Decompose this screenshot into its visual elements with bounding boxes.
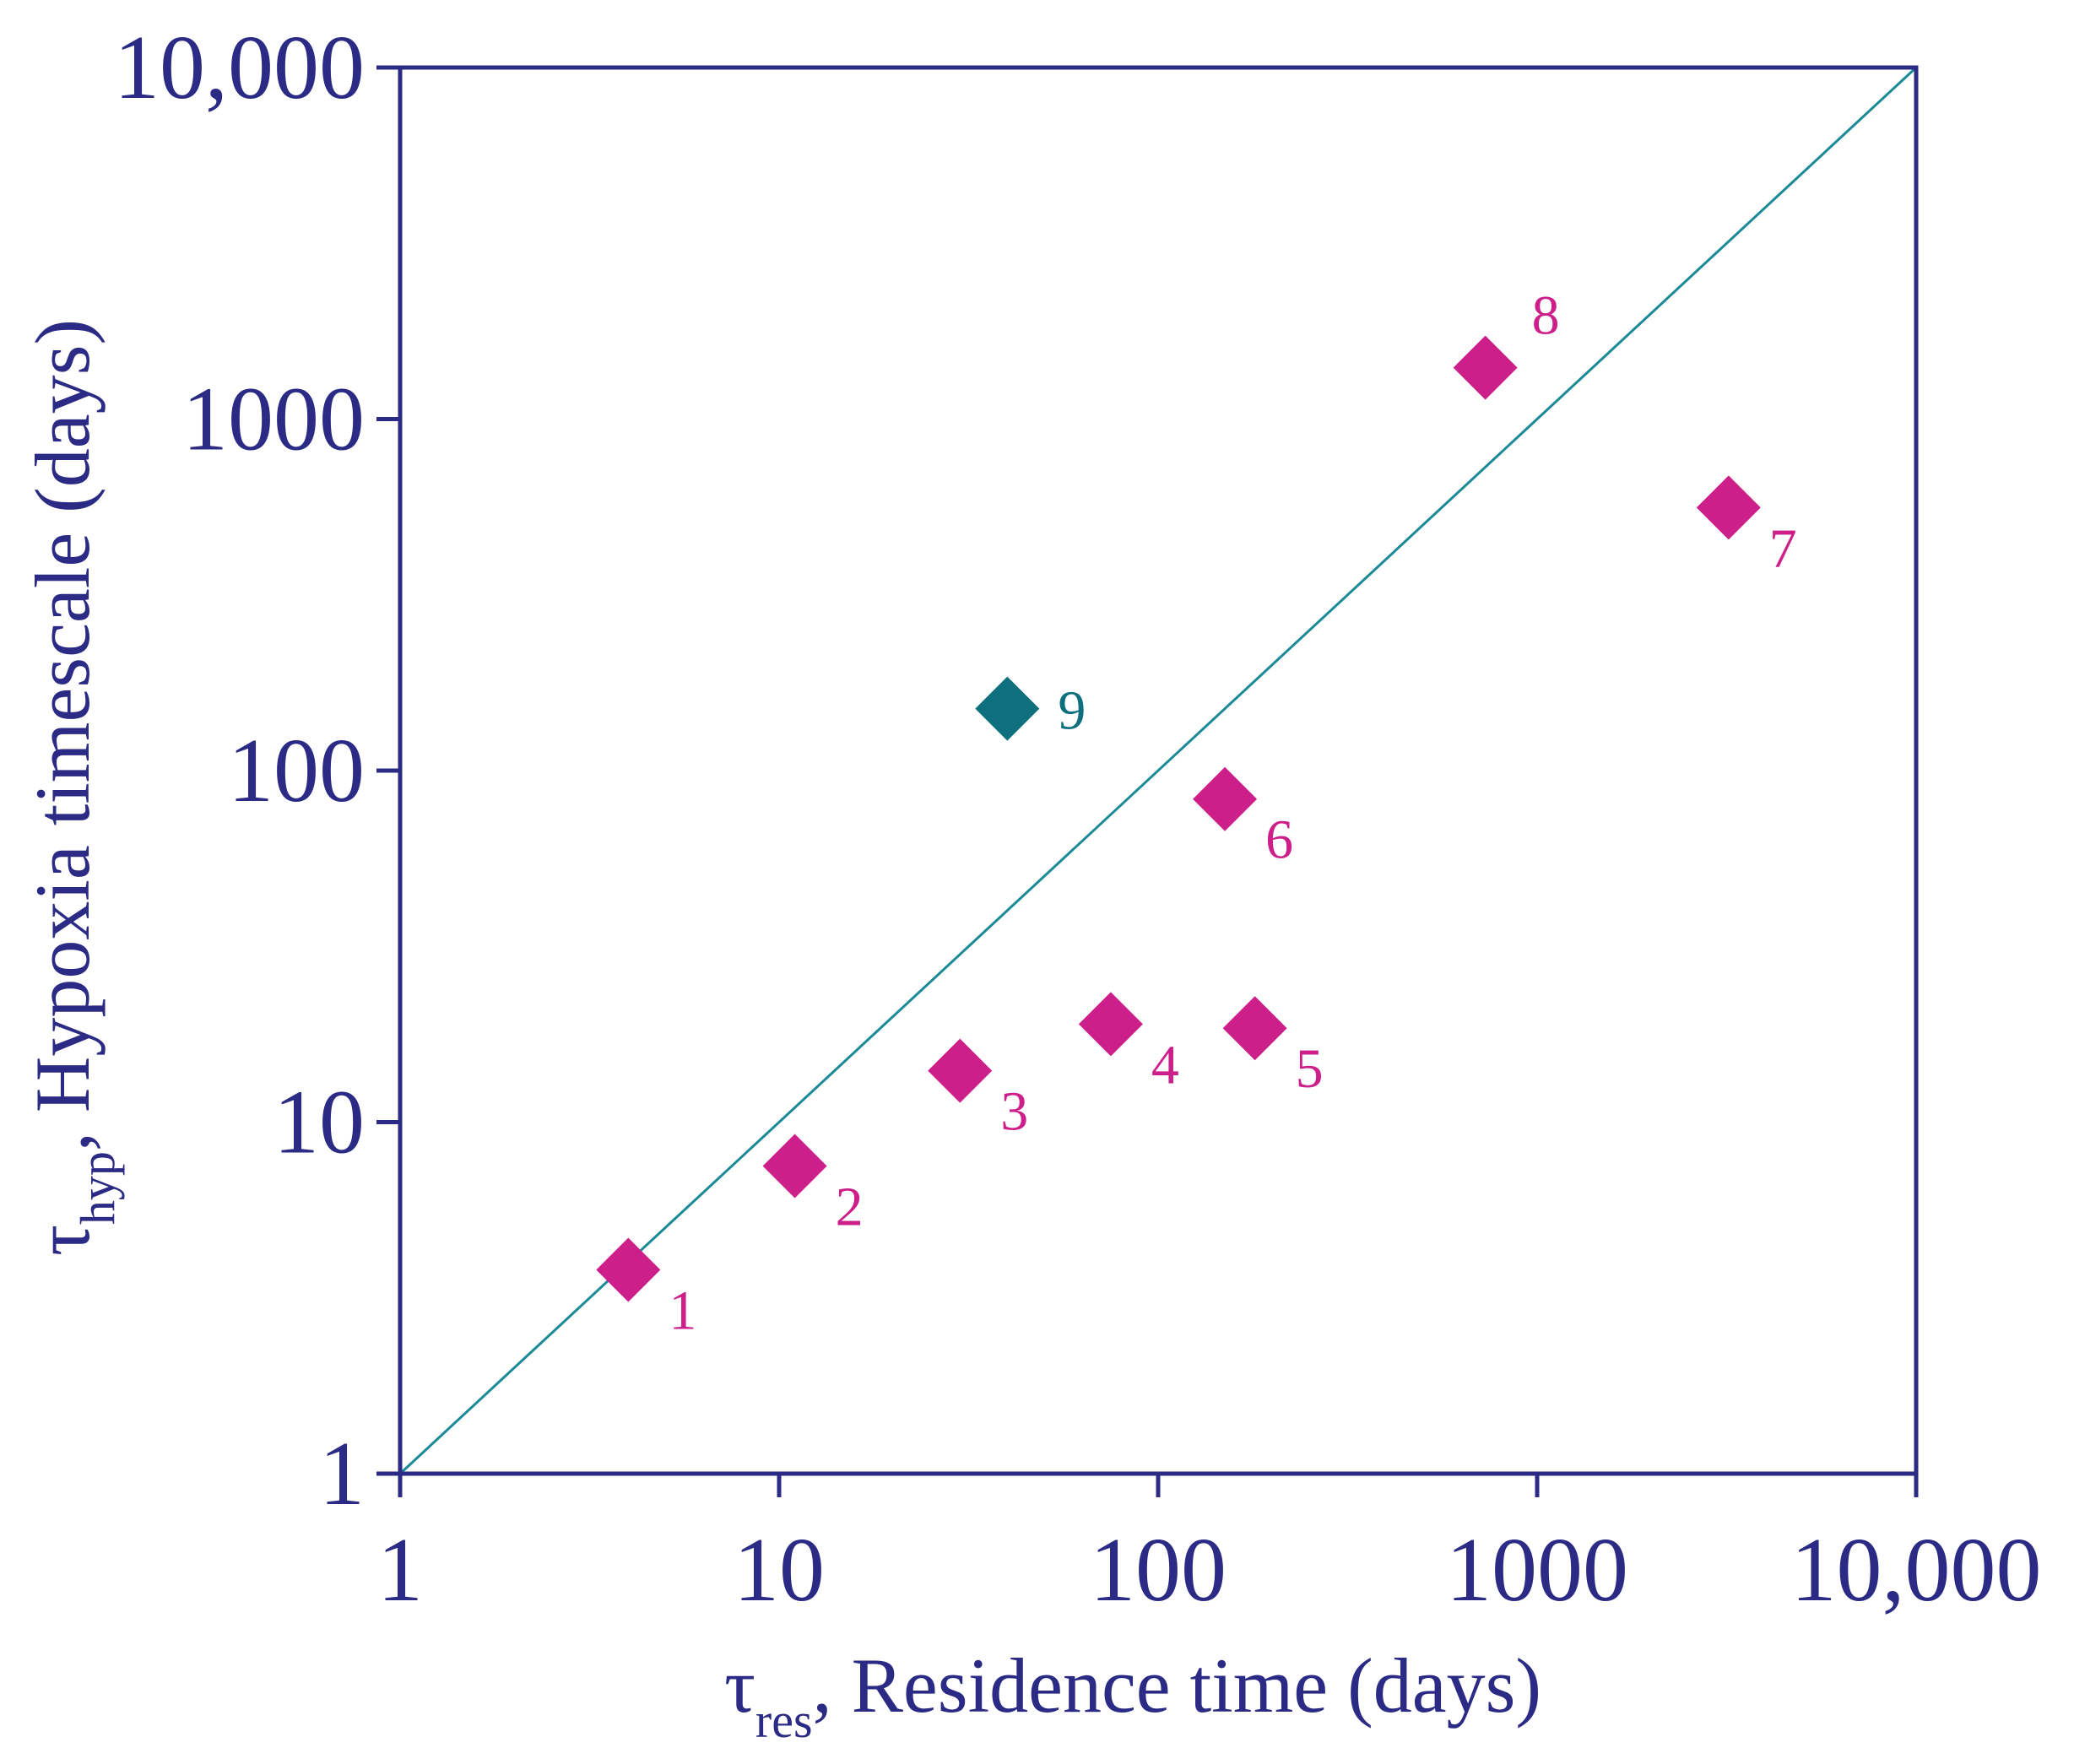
data-point-3 xyxy=(928,1038,993,1103)
x-tick-label: 100 xyxy=(1090,1520,1227,1621)
y-tick-label: 100 xyxy=(228,721,365,821)
data-point-label-3: 3 xyxy=(1000,1081,1028,1143)
y-axis-symbol: τ xyxy=(19,1225,106,1256)
reference-line-1-to-1 xyxy=(398,66,1918,1475)
y-axis-text: , Hypoxia timescale (days) xyxy=(19,319,106,1151)
data-point-9 xyxy=(975,676,1040,741)
y-tick-label: 1000 xyxy=(182,370,365,470)
data-point-label-8: 8 xyxy=(1532,285,1560,347)
data-point-2 xyxy=(762,1134,827,1199)
x-tick-label: 1000 xyxy=(1446,1520,1628,1621)
x-axis-text: , Residence time (days) xyxy=(813,1642,1542,1729)
y-axis-subscript: hyp xyxy=(70,1151,125,1225)
x-tick-label: 10 xyxy=(734,1520,825,1621)
data-point-label-7: 7 xyxy=(1769,517,1797,579)
data-point-label-9: 9 xyxy=(1058,680,1086,742)
data-point-label-6: 6 xyxy=(1265,809,1293,871)
data-point-6 xyxy=(1193,766,1258,831)
titles-layer: τres, Residence time (days)τhyp, Hypoxia… xyxy=(19,319,1541,1748)
x-tick-label: 1 xyxy=(377,1520,423,1621)
x-axis-title: τres, Residence time (days) xyxy=(724,1642,1541,1748)
data-point-4 xyxy=(1078,992,1143,1057)
data-point-label-1: 1 xyxy=(669,1280,696,1342)
y-axis-title: τhyp, Hypoxia timescale (days) xyxy=(19,319,125,1256)
x-axis-subscript: res xyxy=(755,1693,813,1748)
ticks-layer: 1 10 100 1000 10,000 1 10 100 1000 10,000 xyxy=(114,18,2042,1621)
data-point-7 xyxy=(1696,475,1761,540)
data-point-label-2: 2 xyxy=(836,1177,864,1238)
x-tick-label: 10,000 xyxy=(1791,1520,2042,1621)
data-point-label-5: 5 xyxy=(1296,1038,1324,1100)
data-point-8 xyxy=(1453,335,1518,400)
data-point-1 xyxy=(596,1237,661,1302)
reference-line-layer xyxy=(398,66,1918,1475)
data-point-label-4: 4 xyxy=(1151,1034,1179,1096)
points-layer: 1 2 3 4 5 6 7 8 9 xyxy=(596,285,1797,1342)
y-tick-label: 10 xyxy=(273,1073,365,1173)
y-tick-label: 10,000 xyxy=(114,18,365,118)
data-point-5 xyxy=(1222,996,1287,1061)
y-tick-label: 1 xyxy=(319,1424,365,1524)
x-axis-symbol: τ xyxy=(724,1642,755,1729)
